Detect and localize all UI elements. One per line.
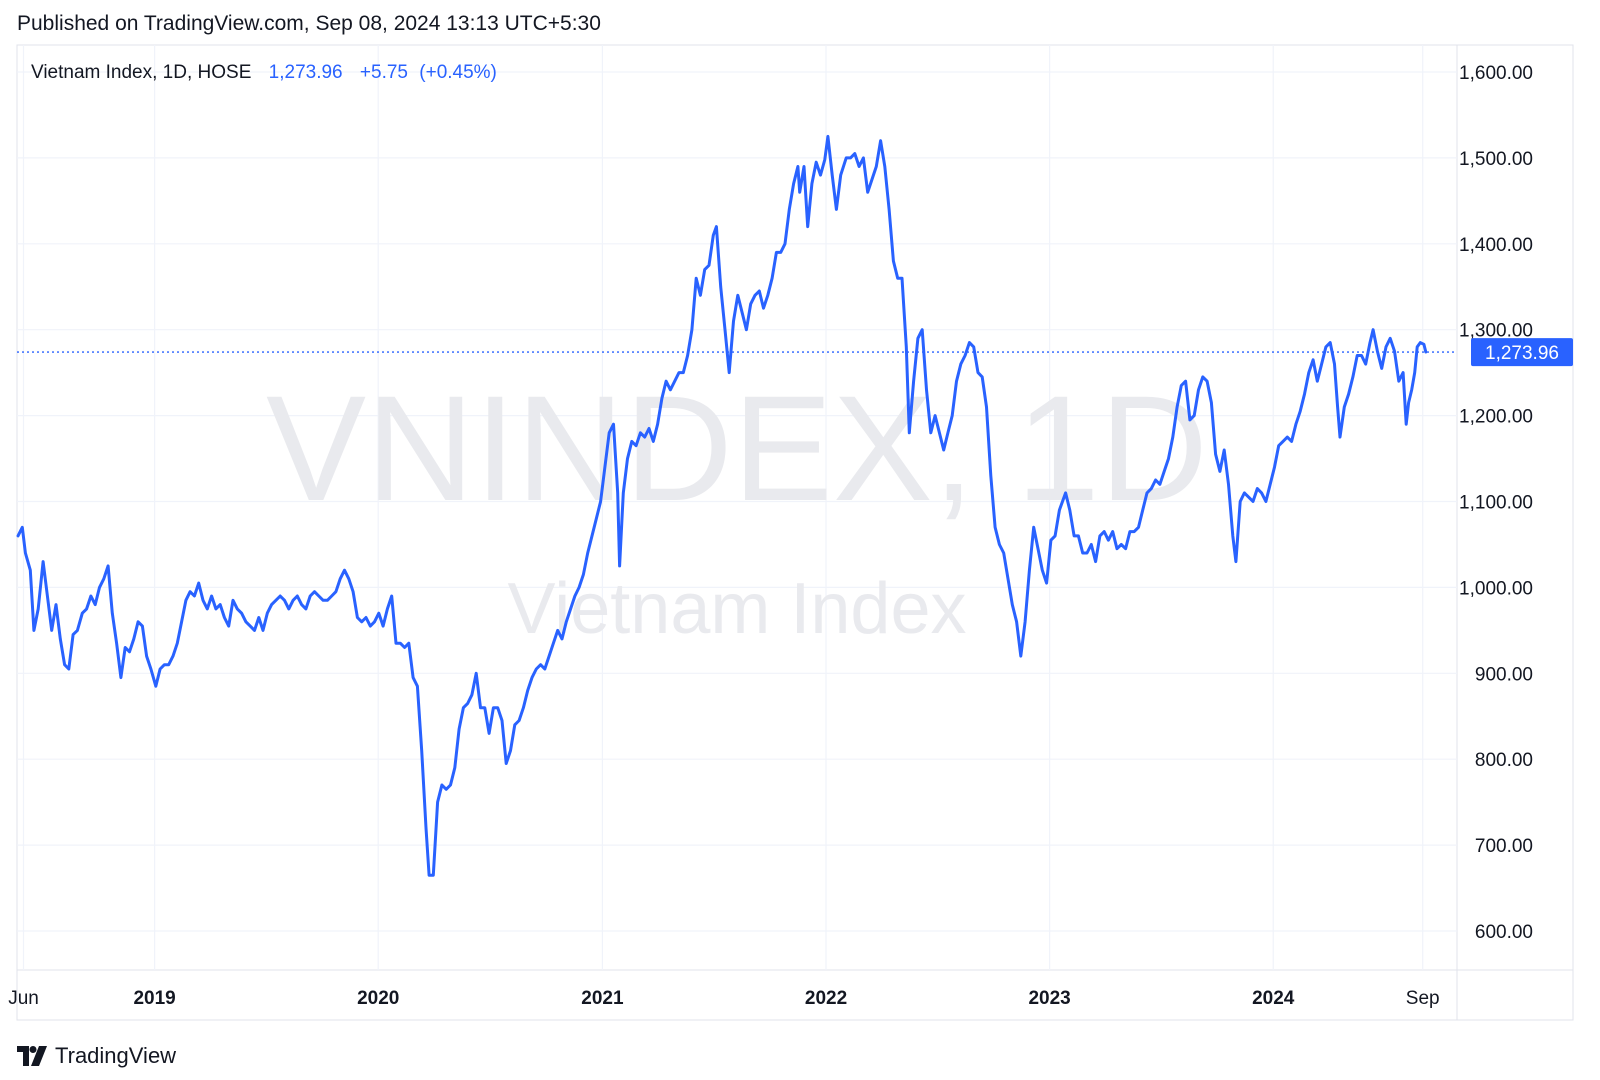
price-chart[interactable]: VNINDEX, 1D Vietnam Index 1,600.00 1,500.… — [0, 0, 1600, 1040]
x-tick-label: 2021 — [581, 988, 624, 1009]
time-axis[interactable]: Jun 2019 2020 2021 2022 2023 2024 Sep — [8, 988, 1439, 1009]
legend-change: +5.75 — [360, 62, 408, 83]
y-tick-label: 1,200.00 — [1459, 407, 1533, 428]
chart-frame — [16, 44, 1574, 1021]
y-tick-label: 900.00 — [1475, 664, 1533, 685]
y-tick-label: 1,000.00 — [1459, 578, 1533, 599]
series-line-vnindex[interactable] — [16, 134, 1428, 877]
last-price-tag-label: 1,273.96 — [1485, 343, 1559, 364]
y-tick-label: 700.00 — [1475, 836, 1533, 857]
footer-brand: TradingView — [55, 1043, 177, 1068]
watermark-ticker: VNINDEX, 1D — [266, 364, 1208, 532]
last-price-tag: 1,273.96 — [1471, 338, 1573, 367]
x-tick-label: 2020 — [357, 988, 399, 1009]
y-tick-label: 1,300.00 — [1459, 321, 1533, 342]
x-tick-label: 2022 — [805, 988, 847, 1009]
legend-last: 1,273.96 — [269, 62, 343, 83]
x-tick-label: Sep — [1406, 988, 1440, 1009]
published-header: Published on TradingView.com, Sep 08, 20… — [17, 12, 601, 35]
x-tick-label: Jun — [8, 988, 39, 1009]
watermark-name: Vietnam Index — [508, 569, 967, 649]
grid-lines — [17, 45, 1457, 970]
y-tick-label: 600.00 — [1475, 922, 1533, 943]
x-tick-label: 2024 — [1252, 988, 1295, 1009]
x-tick-label: 2023 — [1028, 988, 1070, 1009]
x-tick-label: 2019 — [133, 988, 175, 1009]
y-tick-label: 1,600.00 — [1459, 63, 1533, 84]
legend-symbol: Vietnam Index, 1D, HOSE — [31, 62, 251, 83]
footer[interactable]: TradingView — [17, 1043, 176, 1069]
tradingview-logo-icon — [17, 1046, 47, 1066]
legend-change-pct: (+0.45%) — [419, 62, 497, 83]
y-tick-label: 1,500.00 — [1459, 149, 1533, 170]
y-tick-label: 1,400.00 — [1459, 235, 1533, 256]
price-axis[interactable]: 1,600.00 1,500.00 1,400.00 1,300.00 1,200.00… — [1459, 63, 1533, 943]
legend: Vietnam Index, 1D, HOSE 1,273.96 +5.75 (… — [31, 62, 497, 83]
y-tick-label: 800.00 — [1475, 750, 1533, 771]
y-tick-label: 1,100.00 — [1459, 493, 1533, 514]
